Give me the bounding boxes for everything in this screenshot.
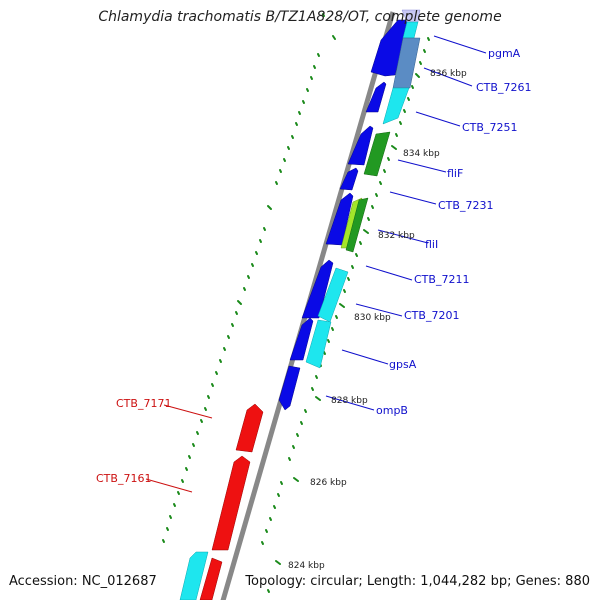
gene-label-CTB_7261[interactable]: CTB_7261 bbox=[476, 81, 531, 94]
ruler-label-824: 824 kbp bbox=[288, 561, 325, 571]
gene-label-pgmA[interactable]: pgmA bbox=[488, 47, 521, 60]
gene-forward-2[interactable] bbox=[365, 81, 387, 113]
ruler-labels: 836 kbp 834 kbp 832 kbp 830 kbp 828 kbp … bbox=[288, 69, 467, 571]
gene-label-fliI[interactable]: fliI bbox=[425, 238, 438, 251]
gene-forward-6[interactable] bbox=[301, 259, 334, 319]
gene-fliI[interactable] bbox=[345, 197, 369, 253]
gene-label-CTB_7201[interactable]: CTB_7201 bbox=[404, 309, 459, 322]
forward-strand-genes bbox=[278, 19, 411, 411]
inner-ruler-ring bbox=[261, 37, 430, 593]
gene-label-CTB_7171[interactable]: CTB_7171 bbox=[116, 397, 171, 410]
gene-label-CTB_7161[interactable]: CTB_7161 bbox=[96, 472, 151, 485]
accession-text: Accession: NC_012687 bbox=[9, 574, 157, 589]
map-title: Chlamydia trachomatis B/TZ1A828/OT, comp… bbox=[98, 9, 502, 25]
ruler-label-826: 826 kbp bbox=[310, 478, 347, 488]
gene-label-gpsA[interactable]: gpsA bbox=[389, 358, 417, 371]
gene-gpsA[interactable] bbox=[305, 319, 332, 369]
gene-label-CTB_7251[interactable]: CTB_7251 bbox=[462, 121, 517, 134]
gene-forward-7[interactable] bbox=[289, 317, 314, 361]
reverse-strand-genes bbox=[179, 403, 264, 600]
gene-forward-5[interactable] bbox=[325, 192, 354, 246]
gene-CTB_7251[interactable] bbox=[382, 87, 410, 125]
gene-forward-8[interactable] bbox=[278, 365, 301, 411]
gene-forward-4[interactable] bbox=[339, 167, 359, 191]
gene-label-CTB_7211[interactable]: CTB_7211 bbox=[414, 273, 469, 286]
gene-labels: pgmA CTB_7261 CTB_7251 fliF CTB_7231 fli… bbox=[96, 47, 531, 485]
gene-fliF[interactable] bbox=[363, 131, 391, 177]
gene-CTB_7161[interactable] bbox=[211, 455, 251, 551]
ruler-label-828: 828 kbp bbox=[331, 396, 368, 406]
gene-reverse-red[interactable] bbox=[199, 557, 223, 600]
ruler-label-834: 834 kbp bbox=[403, 149, 440, 159]
ruler-label-830: 830 kbp bbox=[354, 313, 391, 323]
gene-CTB_7251-steel[interactable] bbox=[392, 37, 421, 89]
gene-label-fliF[interactable]: fliF bbox=[447, 167, 463, 180]
gene-CTB_7171[interactable] bbox=[235, 403, 264, 453]
topology-text: Topology: circular; Length: 1,044,282 bp… bbox=[245, 574, 590, 589]
outer-tick-ring bbox=[162, 13, 336, 543]
colored-genes bbox=[305, 9, 421, 369]
leader-lines bbox=[145, 35, 487, 493]
gene-forward-3[interactable] bbox=[347, 125, 374, 166]
gene-reverse-cyan[interactable] bbox=[179, 551, 209, 600]
gene-label-CTB_7231[interactable]: CTB_7231 bbox=[438, 199, 493, 212]
gene-label-ompB[interactable]: ompB bbox=[376, 404, 408, 417]
ruler-label-836: 836 kbp bbox=[430, 69, 467, 79]
ruler-label-832: 832 kbp bbox=[378, 231, 415, 241]
